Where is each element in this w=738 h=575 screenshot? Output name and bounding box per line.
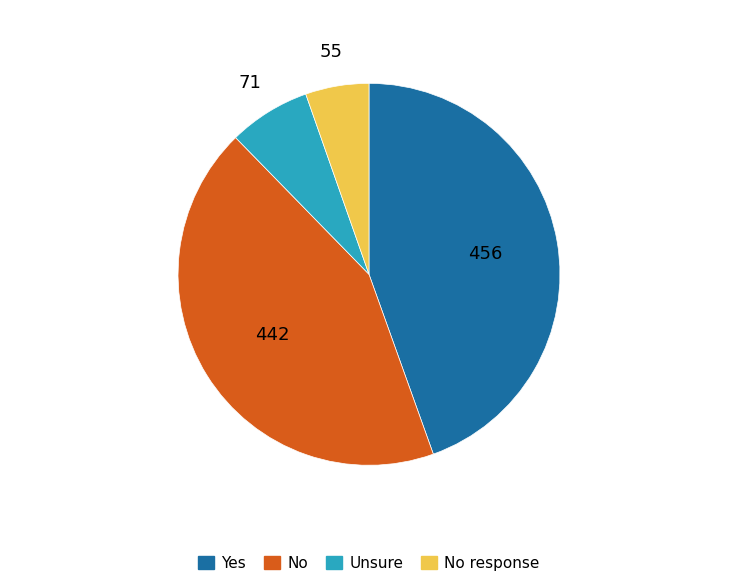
Wedge shape: [235, 94, 369, 274]
Text: 71: 71: [239, 74, 262, 92]
Text: 456: 456: [469, 245, 503, 263]
Text: 442: 442: [255, 326, 289, 344]
Text: 55: 55: [320, 43, 342, 61]
Wedge shape: [306, 83, 369, 274]
Wedge shape: [369, 83, 560, 454]
Wedge shape: [178, 137, 433, 465]
Legend: Yes, No, Unsure, No response: Yes, No, Unsure, No response: [192, 550, 546, 575]
